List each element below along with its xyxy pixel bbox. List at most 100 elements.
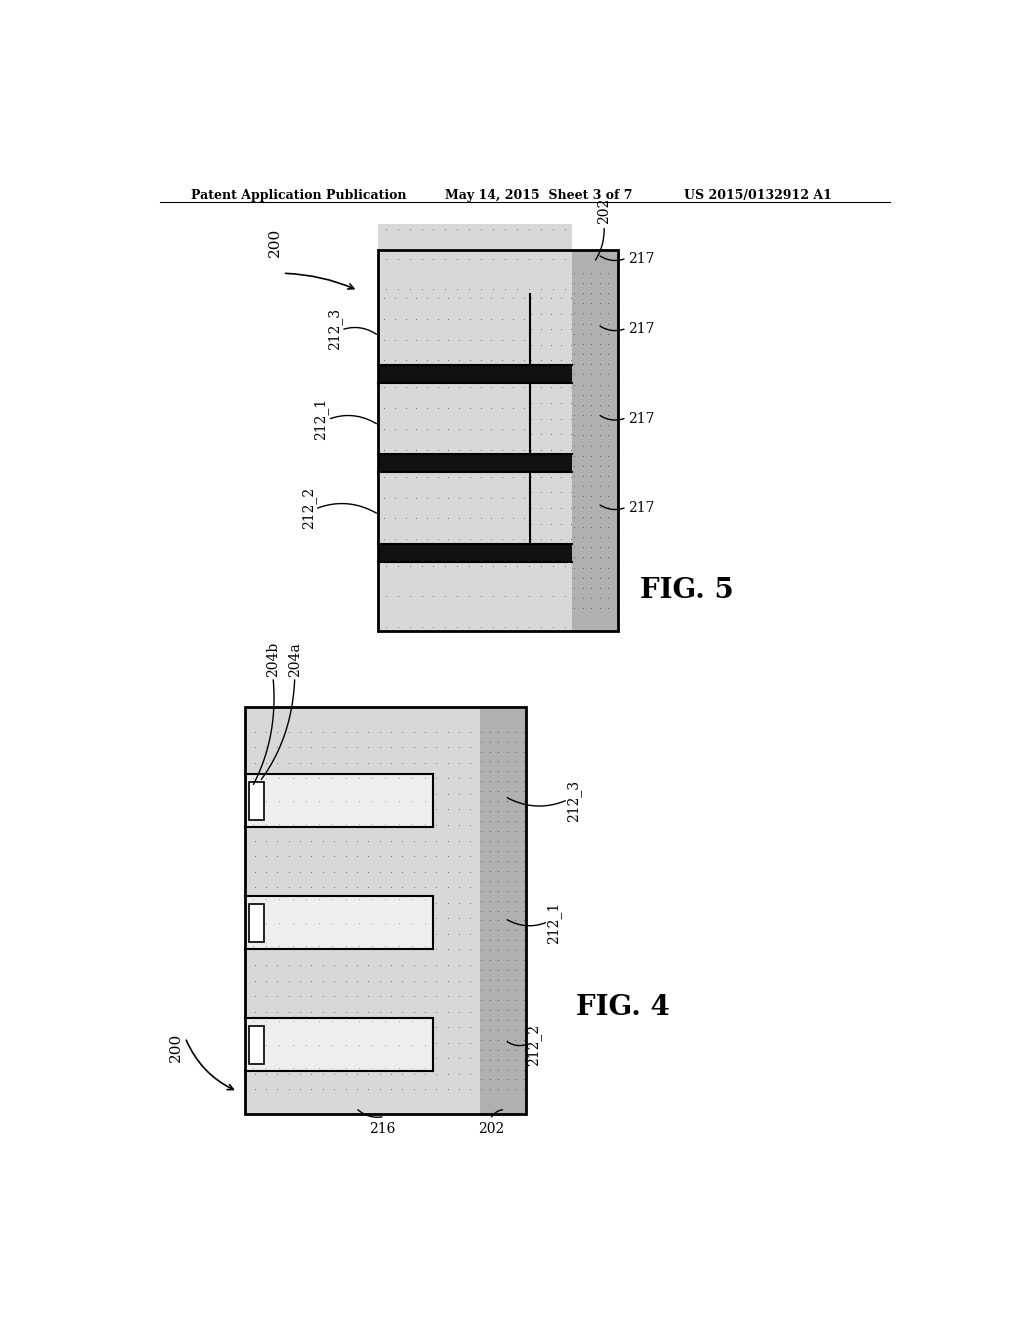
Point xyxy=(360,1048,377,1069)
Point xyxy=(326,1064,342,1085)
Point xyxy=(372,783,388,804)
Point xyxy=(397,508,414,529)
Point xyxy=(303,1064,319,1085)
Point xyxy=(473,721,489,742)
Point xyxy=(314,939,331,960)
Point xyxy=(494,288,510,309)
Point xyxy=(365,1034,381,1055)
Point xyxy=(437,218,454,239)
Point xyxy=(337,1048,353,1069)
Bar xyxy=(378,364,572,383)
Point xyxy=(337,954,353,975)
Point xyxy=(520,556,537,577)
Point xyxy=(281,1001,297,1022)
Point xyxy=(499,850,515,871)
Point xyxy=(566,486,583,507)
Point xyxy=(403,888,420,909)
Point xyxy=(462,487,478,508)
Point xyxy=(462,350,478,371)
Point xyxy=(574,282,591,304)
Point xyxy=(314,876,331,898)
Point xyxy=(429,440,445,461)
Point xyxy=(515,780,531,801)
Point xyxy=(247,892,263,913)
Point xyxy=(499,830,515,851)
Point xyxy=(417,1001,433,1022)
Point xyxy=(490,900,507,921)
Point xyxy=(372,876,388,898)
Point xyxy=(515,890,531,911)
Point xyxy=(292,1016,308,1038)
Point xyxy=(292,1032,308,1053)
Point xyxy=(499,929,515,950)
Point xyxy=(406,861,422,882)
Point xyxy=(545,556,561,577)
Point xyxy=(592,466,608,487)
Point xyxy=(337,986,353,1007)
Bar xyxy=(378,383,529,454)
Point xyxy=(473,909,489,931)
Point xyxy=(281,923,297,944)
Point xyxy=(298,1034,314,1055)
Point xyxy=(515,791,531,812)
Point xyxy=(245,791,261,812)
Point xyxy=(383,1016,399,1038)
Point xyxy=(425,279,441,300)
Point xyxy=(494,508,510,529)
Text: 212_2: 212_2 xyxy=(301,487,315,529)
Point xyxy=(383,814,399,836)
Point xyxy=(360,830,377,851)
Point xyxy=(515,376,531,397)
Point xyxy=(285,888,301,909)
Point xyxy=(574,598,591,619)
Point xyxy=(608,475,625,496)
Point xyxy=(543,288,559,309)
Point xyxy=(417,908,433,929)
Point xyxy=(439,1048,456,1069)
Point xyxy=(515,909,531,931)
Point xyxy=(566,537,583,558)
Point xyxy=(462,1064,478,1085)
Point xyxy=(360,861,377,882)
Point xyxy=(414,248,430,269)
Point xyxy=(360,752,377,774)
Point xyxy=(499,909,515,931)
Point xyxy=(348,830,365,851)
Point xyxy=(425,586,441,607)
Point xyxy=(505,529,521,550)
Point xyxy=(245,912,261,933)
Point xyxy=(372,1016,388,1038)
Point xyxy=(417,830,433,851)
Point xyxy=(298,936,314,957)
Point xyxy=(372,923,388,944)
Point xyxy=(534,513,550,535)
Point xyxy=(473,751,489,772)
Point xyxy=(583,527,599,548)
Point xyxy=(348,799,365,820)
Point xyxy=(574,537,591,558)
Point xyxy=(515,970,531,991)
Point xyxy=(376,350,392,371)
Point xyxy=(461,616,477,638)
Point xyxy=(281,1078,297,1100)
Point xyxy=(419,418,435,440)
Point xyxy=(461,218,477,239)
Point xyxy=(523,529,540,550)
Bar xyxy=(378,544,572,562)
Point xyxy=(600,445,616,466)
Point xyxy=(314,799,331,820)
Point xyxy=(507,801,523,822)
Point xyxy=(600,516,616,537)
Bar xyxy=(529,473,572,544)
Point xyxy=(440,508,457,529)
Point xyxy=(608,455,625,477)
Point xyxy=(451,986,467,1007)
Point xyxy=(600,557,616,578)
Point xyxy=(494,440,510,461)
Point xyxy=(439,970,456,991)
Point xyxy=(247,1032,263,1053)
Point xyxy=(337,908,353,929)
Point xyxy=(515,810,531,832)
Point xyxy=(592,587,608,609)
Point xyxy=(408,350,424,371)
